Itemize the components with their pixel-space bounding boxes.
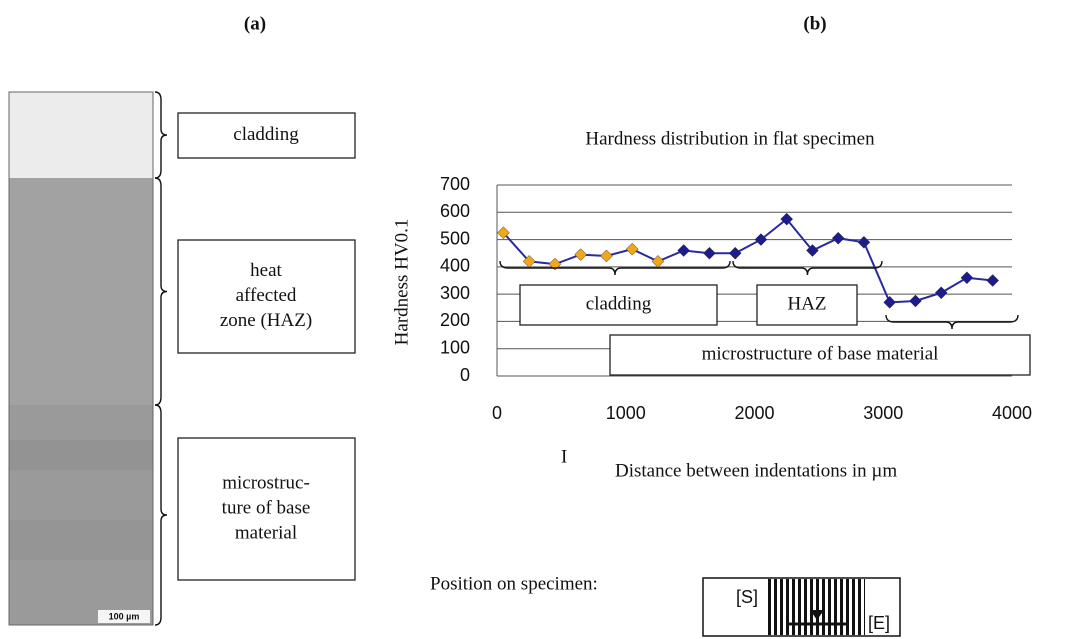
x-axis-label: Distance between indentations in µm	[615, 460, 897, 481]
annotation: HAZ	[787, 293, 826, 314]
x-tick-label: 4000	[992, 403, 1032, 423]
zone-box	[177, 239, 356, 354]
zone-box	[177, 437, 356, 581]
y-tick-label: 600	[440, 201, 470, 221]
marker	[548, 257, 562, 271]
x-tick-label: 1000	[606, 403, 646, 423]
y-tick-label: 200	[440, 310, 470, 330]
scale-bar: 100 µm	[109, 611, 140, 621]
marker	[728, 246, 742, 260]
marker	[574, 248, 588, 261]
marker	[625, 242, 639, 256]
marker	[651, 255, 665, 268]
y-tick-label: 500	[440, 228, 470, 248]
panel-label: (a)	[244, 13, 266, 34]
annotation: cladding	[586, 293, 652, 314]
y-tick-label: 0	[460, 365, 470, 385]
marker	[806, 244, 819, 257]
zone-label: microstruc-	[222, 472, 310, 493]
chart: Hardness distribution in flat specimen H…	[391, 128, 1032, 481]
y-tick-label: 100	[440, 337, 470, 357]
y-tick-label: 700	[440, 174, 470, 194]
brace	[885, 314, 1019, 330]
zone-label: material	[235, 522, 297, 543]
annotation-box	[756, 284, 858, 326]
marker	[831, 231, 845, 245]
x-tick-label: 0	[492, 403, 502, 423]
brace	[154, 91, 168, 179]
zone-label: ture of base	[222, 497, 311, 518]
y-tick-label: 300	[440, 283, 470, 303]
position-diagram: Position on specimen: [S] [E]	[430, 573, 901, 637]
y-tick-label: 400	[440, 256, 470, 276]
end-label: [E]	[868, 613, 890, 633]
marker	[883, 295, 897, 309]
x-tick-label: 2000	[734, 403, 774, 423]
y-axis-label: Hardness HV0.1	[391, 219, 412, 346]
brace	[499, 260, 731, 276]
annotation: microstructure of base material	[702, 343, 939, 364]
zone-label: affected	[236, 285, 297, 306]
x-tick-label: 3000	[863, 403, 903, 423]
zone-box	[177, 112, 356, 159]
marker	[986, 274, 1000, 287]
micrograph: 100 µm	[8, 91, 154, 626]
zone-label: heat	[250, 260, 282, 281]
brace	[154, 404, 168, 626]
position-label: Position on specimen:	[430, 573, 598, 594]
brace	[732, 260, 883, 276]
start-label: [S]	[736, 587, 758, 607]
zone-label: cladding	[233, 124, 299, 145]
annotation: I	[561, 446, 567, 467]
marker	[754, 233, 768, 246]
zone-labels: cladding heat affected zone (HAZ) microstruc…	[154, 91, 356, 626]
panel-label: (b)	[803, 13, 826, 34]
marker	[857, 235, 871, 249]
marker	[960, 271, 974, 285]
marker	[497, 226, 510, 240]
marker	[909, 294, 922, 308]
marker	[780, 212, 794, 226]
marker	[934, 286, 948, 300]
annotation-box	[519, 284, 718, 326]
annotation-box	[609, 334, 1031, 376]
marker	[703, 246, 716, 260]
marker	[600, 249, 613, 263]
zone-label: zone (HAZ)	[220, 310, 312, 331]
chart-title: Hardness distribution in flat specimen	[585, 128, 875, 149]
brace	[154, 177, 168, 406]
marker	[677, 244, 691, 257]
